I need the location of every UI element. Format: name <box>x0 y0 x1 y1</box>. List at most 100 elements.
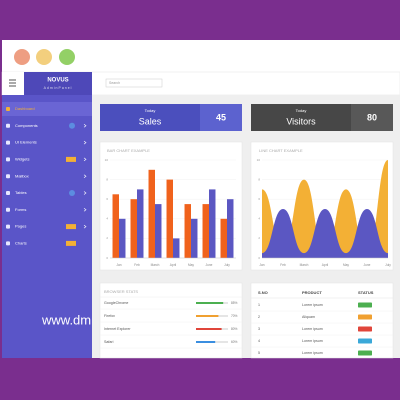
x-tick-label: Feb <box>280 263 286 267</box>
x-tick-label: Jan <box>116 263 121 267</box>
y-tick-label: 4 <box>106 217 108 221</box>
table-cell: 3 <box>258 327 260 331</box>
sidebar-label: Pages <box>15 224 26 229</box>
sidebar-badge <box>69 190 75 196</box>
bar <box>112 194 119 258</box>
x-tick-label: May <box>188 263 194 267</box>
table-cell: Lorem ipsum <box>302 351 323 355</box>
progress-bar <box>196 328 222 330</box>
brand-subtitle: AdminPanel <box>44 86 73 90</box>
table-header: S.NO <box>258 290 268 295</box>
table-cell: 2 <box>258 315 260 319</box>
product-table: S.NO PRODUCT STATUS 1 Lorem ipsum 2 Aliquam 3 Lo… <box>251 290 393 356</box>
sidebar-icon <box>6 241 10 246</box>
x-tick-label: June <box>364 263 371 267</box>
sidebar-active <box>2 102 92 116</box>
sidebar-icon <box>6 207 10 212</box>
search-box[interactable] <box>105 78 163 88</box>
x-tick-label: March <box>151 263 160 267</box>
browser-percent: 70% <box>231 314 238 318</box>
y-tick-label: 0 <box>258 256 260 260</box>
sidebar-icon <box>6 123 10 128</box>
bar <box>137 189 144 258</box>
bar <box>148 169 155 258</box>
sidebar <box>2 95 92 358</box>
table-cell: 4 <box>258 339 260 343</box>
window-dot <box>59 49 75 65</box>
sidebar-icon <box>6 174 10 179</box>
browser-name: Safari <box>104 340 114 344</box>
status-badge <box>358 326 372 332</box>
status-badge <box>358 302 372 308</box>
x-tick-label: April <box>170 263 177 267</box>
bar <box>166 179 173 258</box>
chart-title: BAR CHART EXAMPLE <box>107 148 150 153</box>
bar <box>220 218 227 258</box>
y-tick-label: 2 <box>258 236 260 240</box>
sidebar-label: UI Elements <box>15 140 37 145</box>
sidebar-badge <box>66 224 76 230</box>
x-tick-label: June <box>206 263 213 267</box>
sidebar-chevron <box>83 157 87 162</box>
table-cell: Lorem ipsum <box>302 303 323 307</box>
y-tick-label: 10 <box>257 158 261 162</box>
sidebar-label: Dashboard <box>15 106 35 111</box>
table-cell: 5 <box>258 351 260 355</box>
progress-bar <box>196 302 224 304</box>
y-tick-label: 8 <box>258 177 260 181</box>
stat-value: 80 <box>367 112 377 122</box>
panel-title: BROWSER STATS <box>104 289 138 294</box>
browser-percent: 85% <box>231 301 238 305</box>
sidebar-badge <box>66 240 76 246</box>
sidebar-icon <box>6 224 10 229</box>
table-cell: Lorem ipsum <box>302 339 323 343</box>
table-cell: Lorem ipsum <box>302 327 323 331</box>
x-tick-label: March <box>300 263 309 267</box>
bar <box>209 189 216 258</box>
sidebar-icon <box>6 157 10 162</box>
table-header: STATUS <box>358 290 374 295</box>
sidebar-label: Mailbox <box>15 173 29 178</box>
progress-bar <box>196 315 219 317</box>
bar <box>191 218 198 258</box>
y-tick-label: 2 <box>106 236 108 240</box>
status-badge <box>358 350 372 356</box>
browser-name: Firefox <box>104 314 115 318</box>
y-tick-label: 6 <box>258 197 260 201</box>
browser-name: Internet Explorer <box>104 327 131 331</box>
brand <box>24 72 92 95</box>
sidebar-icon <box>6 107 10 111</box>
x-tick-label: Jan <box>259 263 264 267</box>
sidebar-icon <box>6 140 10 145</box>
x-tick-label: April <box>322 263 329 267</box>
sidebar-label: Widgets <box>15 156 29 161</box>
stat-label: Today <box>145 108 156 113</box>
progress-bar <box>196 341 216 343</box>
x-tick-label: July <box>385 263 391 267</box>
y-tick-label: 8 <box>106 177 108 181</box>
sidebar-label: Charts <box>15 240 27 245</box>
stat-label: Today <box>296 108 307 113</box>
y-tick-label: 10 <box>105 158 109 162</box>
browser-percent: 60% <box>231 340 238 344</box>
table-cell: 1 <box>258 303 260 307</box>
sidebar-label: Forms <box>15 207 26 212</box>
chart-title: LINE CHART EXAMPLE <box>259 148 303 153</box>
watermark: www.dm <box>41 312 91 327</box>
panel <box>99 282 243 359</box>
browser-name: GoogleChrome <box>104 301 128 305</box>
status-badge <box>358 338 372 344</box>
stat-value-box <box>200 104 242 131</box>
sidebar-chevron <box>83 174 87 178</box>
bar <box>155 204 162 258</box>
bar <box>130 199 137 258</box>
table-header: PRODUCT <box>302 290 322 295</box>
stat-card <box>251 104 351 131</box>
bar <box>227 199 234 258</box>
stat-card <box>100 104 200 131</box>
sidebar-label: Tables <box>15 190 27 195</box>
sidebar-badge <box>69 122 75 129</box>
bar <box>119 218 126 258</box>
stat-title: Sales <box>139 116 162 126</box>
